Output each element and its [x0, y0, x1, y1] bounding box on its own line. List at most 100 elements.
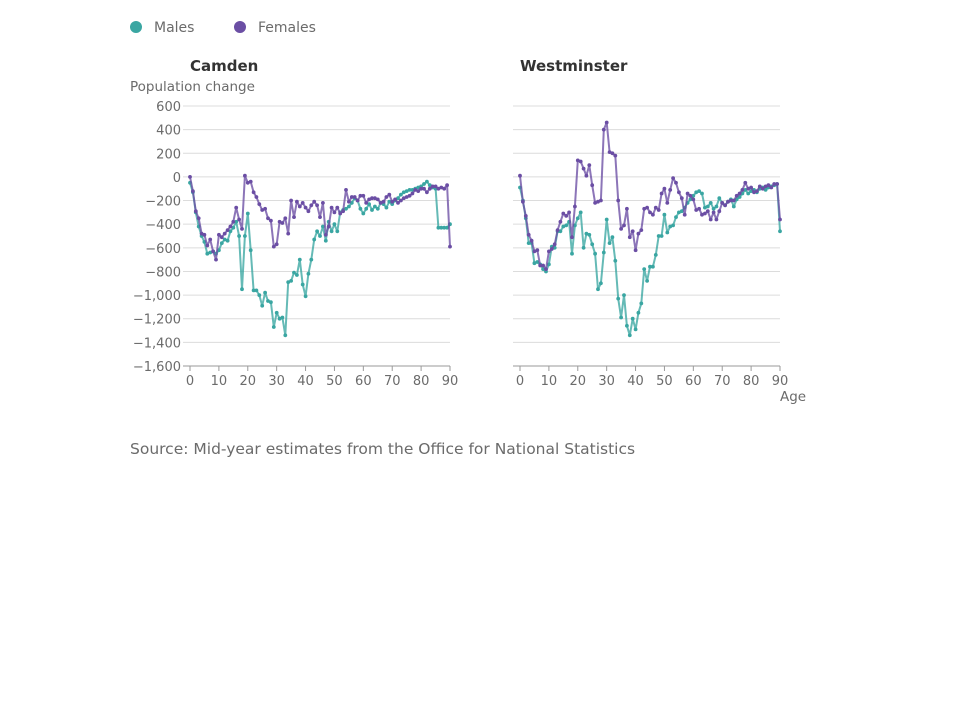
- data-point-males: [286, 280, 291, 284]
- data-point-females: [274, 242, 279, 247]
- data-point-males: [425, 179, 429, 184]
- data-point-females: [326, 224, 331, 229]
- legend-females-marker: [234, 21, 246, 33]
- data-point-females: [430, 184, 435, 189]
- data-point-females: [717, 209, 722, 214]
- data-point-males: [570, 251, 574, 256]
- data-point-males: [312, 237, 317, 242]
- data-point-females: [521, 199, 525, 204]
- data-point-males: [349, 201, 354, 205]
- data-point-females: [295, 199, 299, 204]
- data-point-females: [757, 184, 762, 189]
- data-point-females: [743, 180, 748, 185]
- x-tick-label: 10: [211, 374, 228, 389]
- data-point-males: [601, 250, 606, 255]
- data-point-males: [274, 310, 279, 315]
- data-point-females: [720, 201, 725, 205]
- data-point-females: [581, 166, 586, 171]
- data-point-males: [347, 204, 351, 209]
- data-point-females: [555, 228, 560, 233]
- data-point-females: [723, 203, 727, 208]
- data-point-females: [208, 237, 213, 242]
- data-point-males: [653, 253, 658, 257]
- data-point-females: [407, 193, 412, 198]
- data-point-females: [734, 193, 739, 198]
- data-point-males: [260, 303, 265, 308]
- data-point-females: [361, 193, 366, 198]
- series-camden: [188, 173, 452, 338]
- data-point-males: [208, 250, 213, 255]
- data-point-males: [323, 238, 328, 243]
- data-point-females: [700, 212, 704, 217]
- x-tick-label: 0: [516, 374, 524, 389]
- data-point-males: [300, 282, 305, 287]
- data-point-males: [303, 294, 308, 299]
- gridlines-westminster: [513, 105, 780, 367]
- data-point-females: [552, 242, 557, 247]
- data-point-females: [740, 188, 745, 192]
- data-point-females: [613, 153, 618, 158]
- data-point-females: [662, 186, 667, 191]
- data-point-males: [332, 222, 337, 227]
- data-point-males: [665, 230, 670, 235]
- data-point-males: [404, 189, 409, 194]
- data-point-males: [587, 232, 592, 237]
- data-point-males: [266, 299, 270, 303]
- data-point-males: [622, 293, 626, 297]
- data-point-females: [601, 127, 606, 132]
- data-point-females: [292, 215, 296, 220]
- data-point-males: [396, 196, 400, 201]
- data-point-females: [630, 229, 635, 234]
- data-point-females: [573, 204, 577, 209]
- data-point-females: [373, 196, 377, 201]
- data-point-males: [254, 288, 259, 293]
- series-line-males: [519, 183, 781, 337]
- data-point-females: [697, 206, 701, 211]
- legend: Males Females: [130, 20, 316, 36]
- data-point-females: [685, 191, 690, 196]
- data-point-females: [639, 228, 644, 233]
- y-tick-label: −200: [145, 195, 181, 210]
- data-point-females: [338, 211, 343, 216]
- data-point-females: [312, 199, 317, 204]
- data-point-females: [726, 199, 730, 204]
- data-point-females: [433, 184, 438, 189]
- data-point-females: [378, 201, 383, 205]
- data-point-females: [633, 248, 638, 253]
- data-point-females: [387, 192, 392, 197]
- data-point-males: [627, 333, 632, 338]
- data-point-males: [778, 229, 782, 234]
- data-point-males: [222, 237, 227, 242]
- data-point-females: [688, 193, 693, 198]
- data-point-males: [225, 238, 230, 243]
- data-point-females: [231, 219, 236, 224]
- data-point-males: [263, 290, 267, 295]
- data-point-females: [575, 158, 580, 163]
- x-tick-label: 90: [772, 374, 789, 389]
- data-point-males: [561, 224, 566, 229]
- data-point-males: [619, 315, 623, 320]
- data-point-males: [674, 215, 678, 220]
- data-point-females: [578, 159, 583, 164]
- data-point-females: [656, 208, 661, 212]
- data-point-females: [436, 186, 441, 191]
- data-point-females: [627, 235, 632, 240]
- data-point-females: [427, 186, 432, 191]
- data-point-females: [352, 195, 357, 199]
- data-point-females: [329, 205, 334, 210]
- y-tick-label: 600: [156, 100, 181, 115]
- data-point-females: [286, 231, 291, 236]
- data-point-males: [671, 223, 675, 228]
- data-point-males: [306, 271, 311, 276]
- source-note: Source: Mid-year estimates from the Offi…: [130, 440, 635, 458]
- series-line-males: [189, 180, 451, 337]
- data-point-females: [303, 205, 308, 210]
- data-point-females: [217, 232, 221, 237]
- y-tick-label: −1,400: [133, 336, 181, 351]
- data-point-males: [445, 225, 449, 230]
- data-point-males: [407, 188, 412, 192]
- data-point-males: [679, 209, 684, 214]
- data-point-males: [535, 260, 540, 264]
- data-point-females: [547, 249, 551, 254]
